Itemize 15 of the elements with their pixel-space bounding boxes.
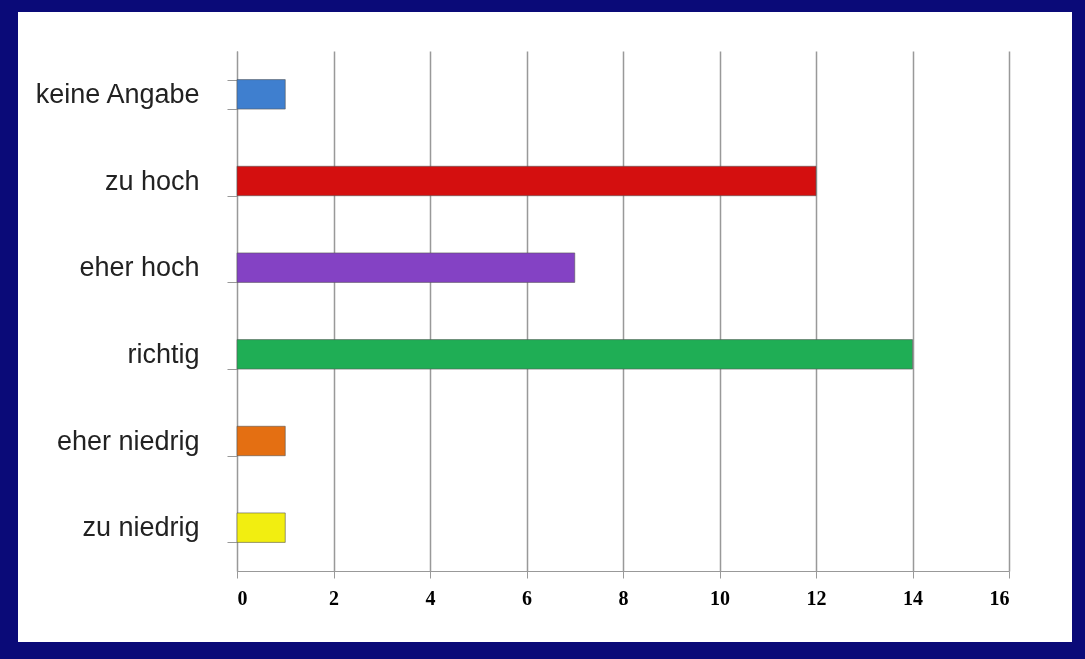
y-tick-label: zu hoch <box>104 165 200 196</box>
x-tick-label: 14 <box>903 586 923 609</box>
y-tick-label: eher hoch <box>79 252 200 283</box>
x-tick-label: 10 <box>710 586 730 609</box>
y-tick-label: zu niedrig <box>82 512 200 543</box>
x-tick-label: 6 <box>522 586 532 609</box>
y-tick-label: keine Angabe <box>35 78 200 109</box>
y-tick-label: eher niedrig <box>56 425 200 456</box>
x-tick-label: 8 <box>618 586 629 609</box>
x-tick-label: 16 <box>989 586 1010 609</box>
x-tick-label: 4 <box>425 586 436 609</box>
y-tick-label: richtig <box>127 338 200 369</box>
x-tick-label: 0 <box>237 586 248 609</box>
x-tick-label: 12 <box>806 586 827 609</box>
x-tick-label: 2 <box>329 586 339 609</box>
